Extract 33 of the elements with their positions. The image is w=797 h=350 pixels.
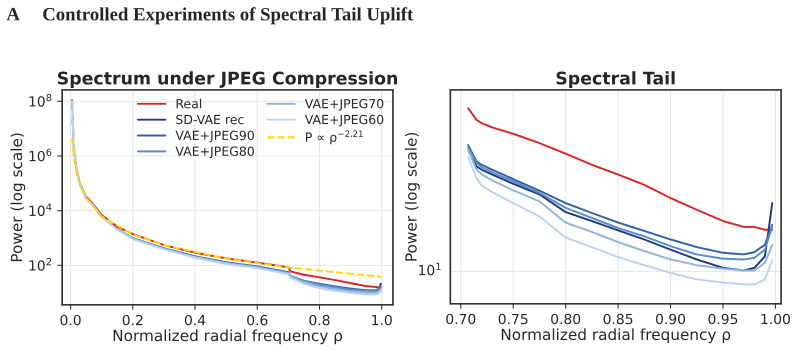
x-tick-label: 0.70 — [446, 314, 476, 324]
x-tick-label: 0.4 — [184, 314, 206, 326]
chart-title: Spectrum under JPEG Compression — [58, 71, 398, 88]
x-tick-label: 0.2 — [122, 314, 142, 326]
legend-label: VAE+JPEG70 — [304, 98, 384, 111]
legend-label: SD-VAE rec — [176, 114, 244, 124]
x-tick-label: 0.75 — [498, 314, 528, 324]
legend-label: P ∝ ρ$^{−2.21}$ — [306, 130, 363, 144]
y-axis-title: Power (log scale) — [10, 133, 26, 262]
y-tick-label: 10$^{8}$ — [30, 94, 52, 107]
y-tick-label: 10$^{6}$ — [30, 148, 52, 162]
y-tick-label: 10$^{4}$ — [30, 203, 52, 216]
text: A — [6, 8, 20, 20]
y-axis-title: Power (log scale) — [404, 132, 420, 261]
chart-title: Spectral Tail — [556, 71, 675, 88]
y-tick-label: 10$^{2}$ — [30, 258, 52, 271]
x-tick-label: 0.95 — [708, 314, 738, 324]
text: Controlled Experiments of Spectral Tail Uplift — [43, 7, 414, 24]
annotation: 10$^{1}$ — [419, 262, 441, 276]
legend-label: VAE+JPEG90 — [175, 130, 254, 142]
legend-label: VAE+JPEG80 — [175, 146, 254, 158]
legend-label: VAE+JPEG60 — [304, 114, 384, 127]
x-axis-title: Normalized radial frequency ρ — [502, 328, 730, 344]
x-tick-label: 0.85 — [604, 314, 632, 324]
x-tick-label: 0.8 — [309, 314, 330, 326]
x-tick-label: 1.0 — [372, 314, 392, 326]
legend-label: Real — [176, 98, 202, 108]
x-tick-label: 0.80 — [551, 314, 580, 324]
x-tick-label: 0.90 — [656, 314, 686, 324]
x-tick-label: 0.0 — [60, 314, 81, 326]
x-axis-title: Normalized radial frequency ρ — [114, 329, 342, 344]
x-tick-label: 1.00 — [761, 314, 790, 324]
x-tick-label: 0.6 — [247, 314, 268, 326]
